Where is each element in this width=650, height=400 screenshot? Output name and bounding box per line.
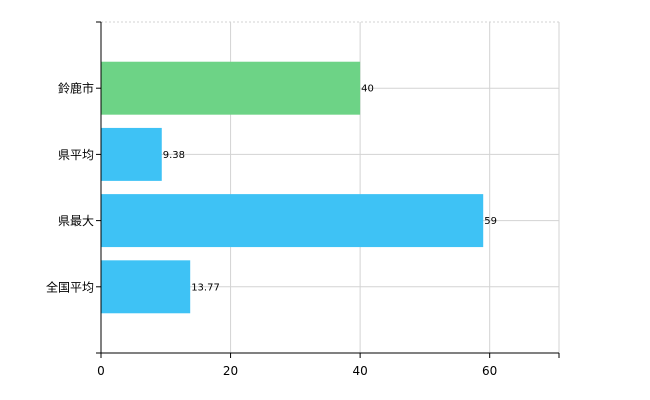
bar — [101, 194, 484, 248]
data-label: 13.77 — [191, 282, 220, 293]
axes — [96, 21, 560, 358]
data-label: 40 — [361, 84, 374, 95]
x-tick-label: 0 — [97, 364, 105, 378]
x-tick-label: 60 — [482, 364, 497, 378]
data-label: 9.38 — [163, 150, 185, 161]
x-tick-label: 20 — [223, 364, 238, 378]
bar — [101, 260, 191, 314]
y-tick-label: 県最大 — [58, 214, 94, 228]
bar — [101, 61, 361, 115]
y-tick-label: 県平均 — [58, 148, 94, 162]
x-tick-label: 40 — [352, 364, 367, 378]
data-label: 59 — [484, 216, 497, 227]
y-tick-label: 鈴鹿市 — [58, 81, 94, 96]
y-tick-label: 全国平均 — [46, 279, 94, 294]
bars — [101, 61, 484, 314]
bar — [101, 127, 162, 181]
